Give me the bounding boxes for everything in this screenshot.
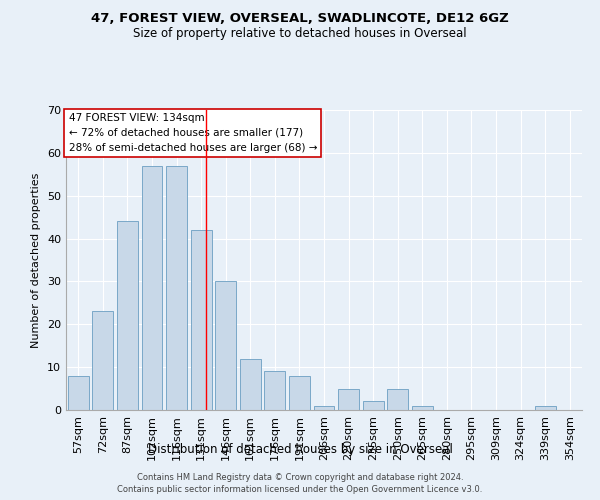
Bar [314, 406, 334, 410]
Text: Distribution of detached houses by size in Overseal: Distribution of detached houses by size … [148, 444, 452, 456]
Bar [92, 312, 113, 410]
Bar [338, 388, 359, 410]
Text: Size of property relative to detached houses in Overseal: Size of property relative to detached ho… [133, 28, 467, 40]
Text: 47, FOREST VIEW, OVERSEAL, SWADLINCOTE, DE12 6GZ: 47, FOREST VIEW, OVERSEAL, SWADLINCOTE, … [91, 12, 509, 26]
Bar [535, 406, 556, 410]
Bar [240, 358, 261, 410]
Bar [387, 388, 408, 410]
Bar [265, 372, 286, 410]
Bar [142, 166, 163, 410]
Text: Contains HM Land Registry data © Crown copyright and database right 2024.: Contains HM Land Registry data © Crown c… [137, 473, 463, 482]
Bar [362, 402, 383, 410]
Y-axis label: Number of detached properties: Number of detached properties [31, 172, 41, 348]
Bar [68, 376, 89, 410]
Text: Contains public sector information licensed under the Open Government Licence v3: Contains public sector information licen… [118, 484, 482, 494]
Bar [215, 282, 236, 410]
Bar [191, 230, 212, 410]
Bar [166, 166, 187, 410]
Bar [412, 406, 433, 410]
Text: 47 FOREST VIEW: 134sqm
← 72% of detached houses are smaller (177)
28% of semi-de: 47 FOREST VIEW: 134sqm ← 72% of detached… [68, 113, 317, 152]
Bar [289, 376, 310, 410]
Bar [117, 222, 138, 410]
